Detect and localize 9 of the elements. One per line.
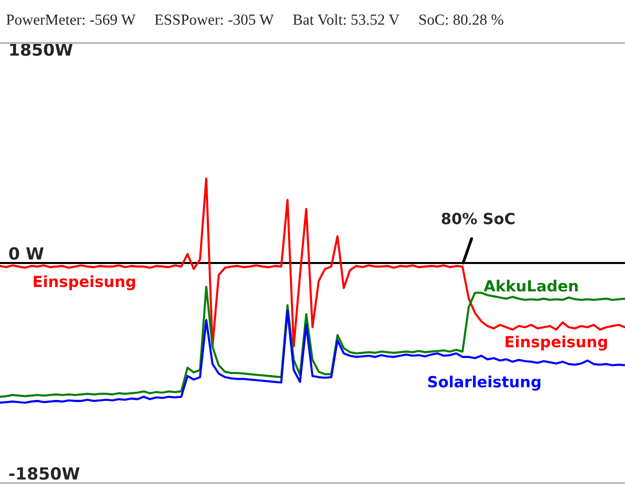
y-tick-label: 1850W	[10, 43, 73, 56]
chart-title: PowerMeter: -569 W ESSPower: -305 W Bat Volt: 53.52 V SoC: 80.28 %	[6, 14, 504, 25]
series-label: AkkuLaden	[484, 280, 578, 292]
series-label: Solarleistung	[428, 376, 540, 391]
annotation: 80% SoC	[442, 212, 514, 224]
annotation: Einspeisung	[506, 336, 607, 351]
series-label: Einspeisung	[34, 275, 136, 290]
y-tick-label: 0 W	[9, 247, 44, 260]
y-tick-label: -1850W	[9, 467, 80, 480]
